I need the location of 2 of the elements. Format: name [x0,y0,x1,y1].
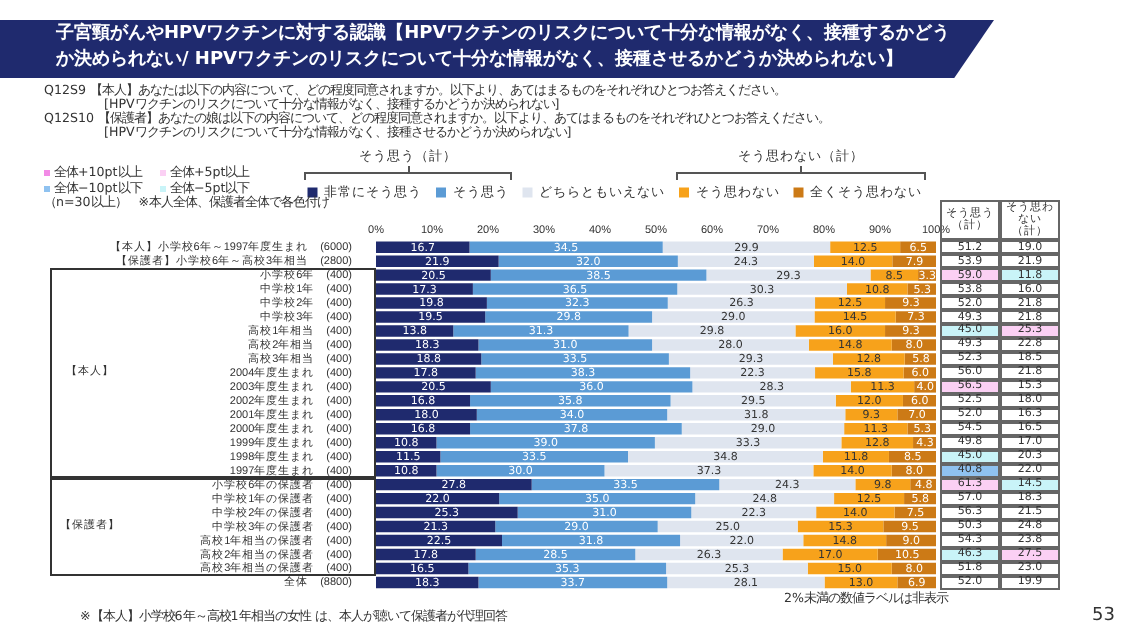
text: 53 [1092,606,1115,628]
chart-title: 子宮頸がんやHPVワクチンに対する認識【HPVワクチンのリスクについて十分な情報がなく、接種するかどうか決められない/ HPVワクチンのリスクについて十分な情報がなく、接種させるかどうか決められない】 [56,22,953,74]
